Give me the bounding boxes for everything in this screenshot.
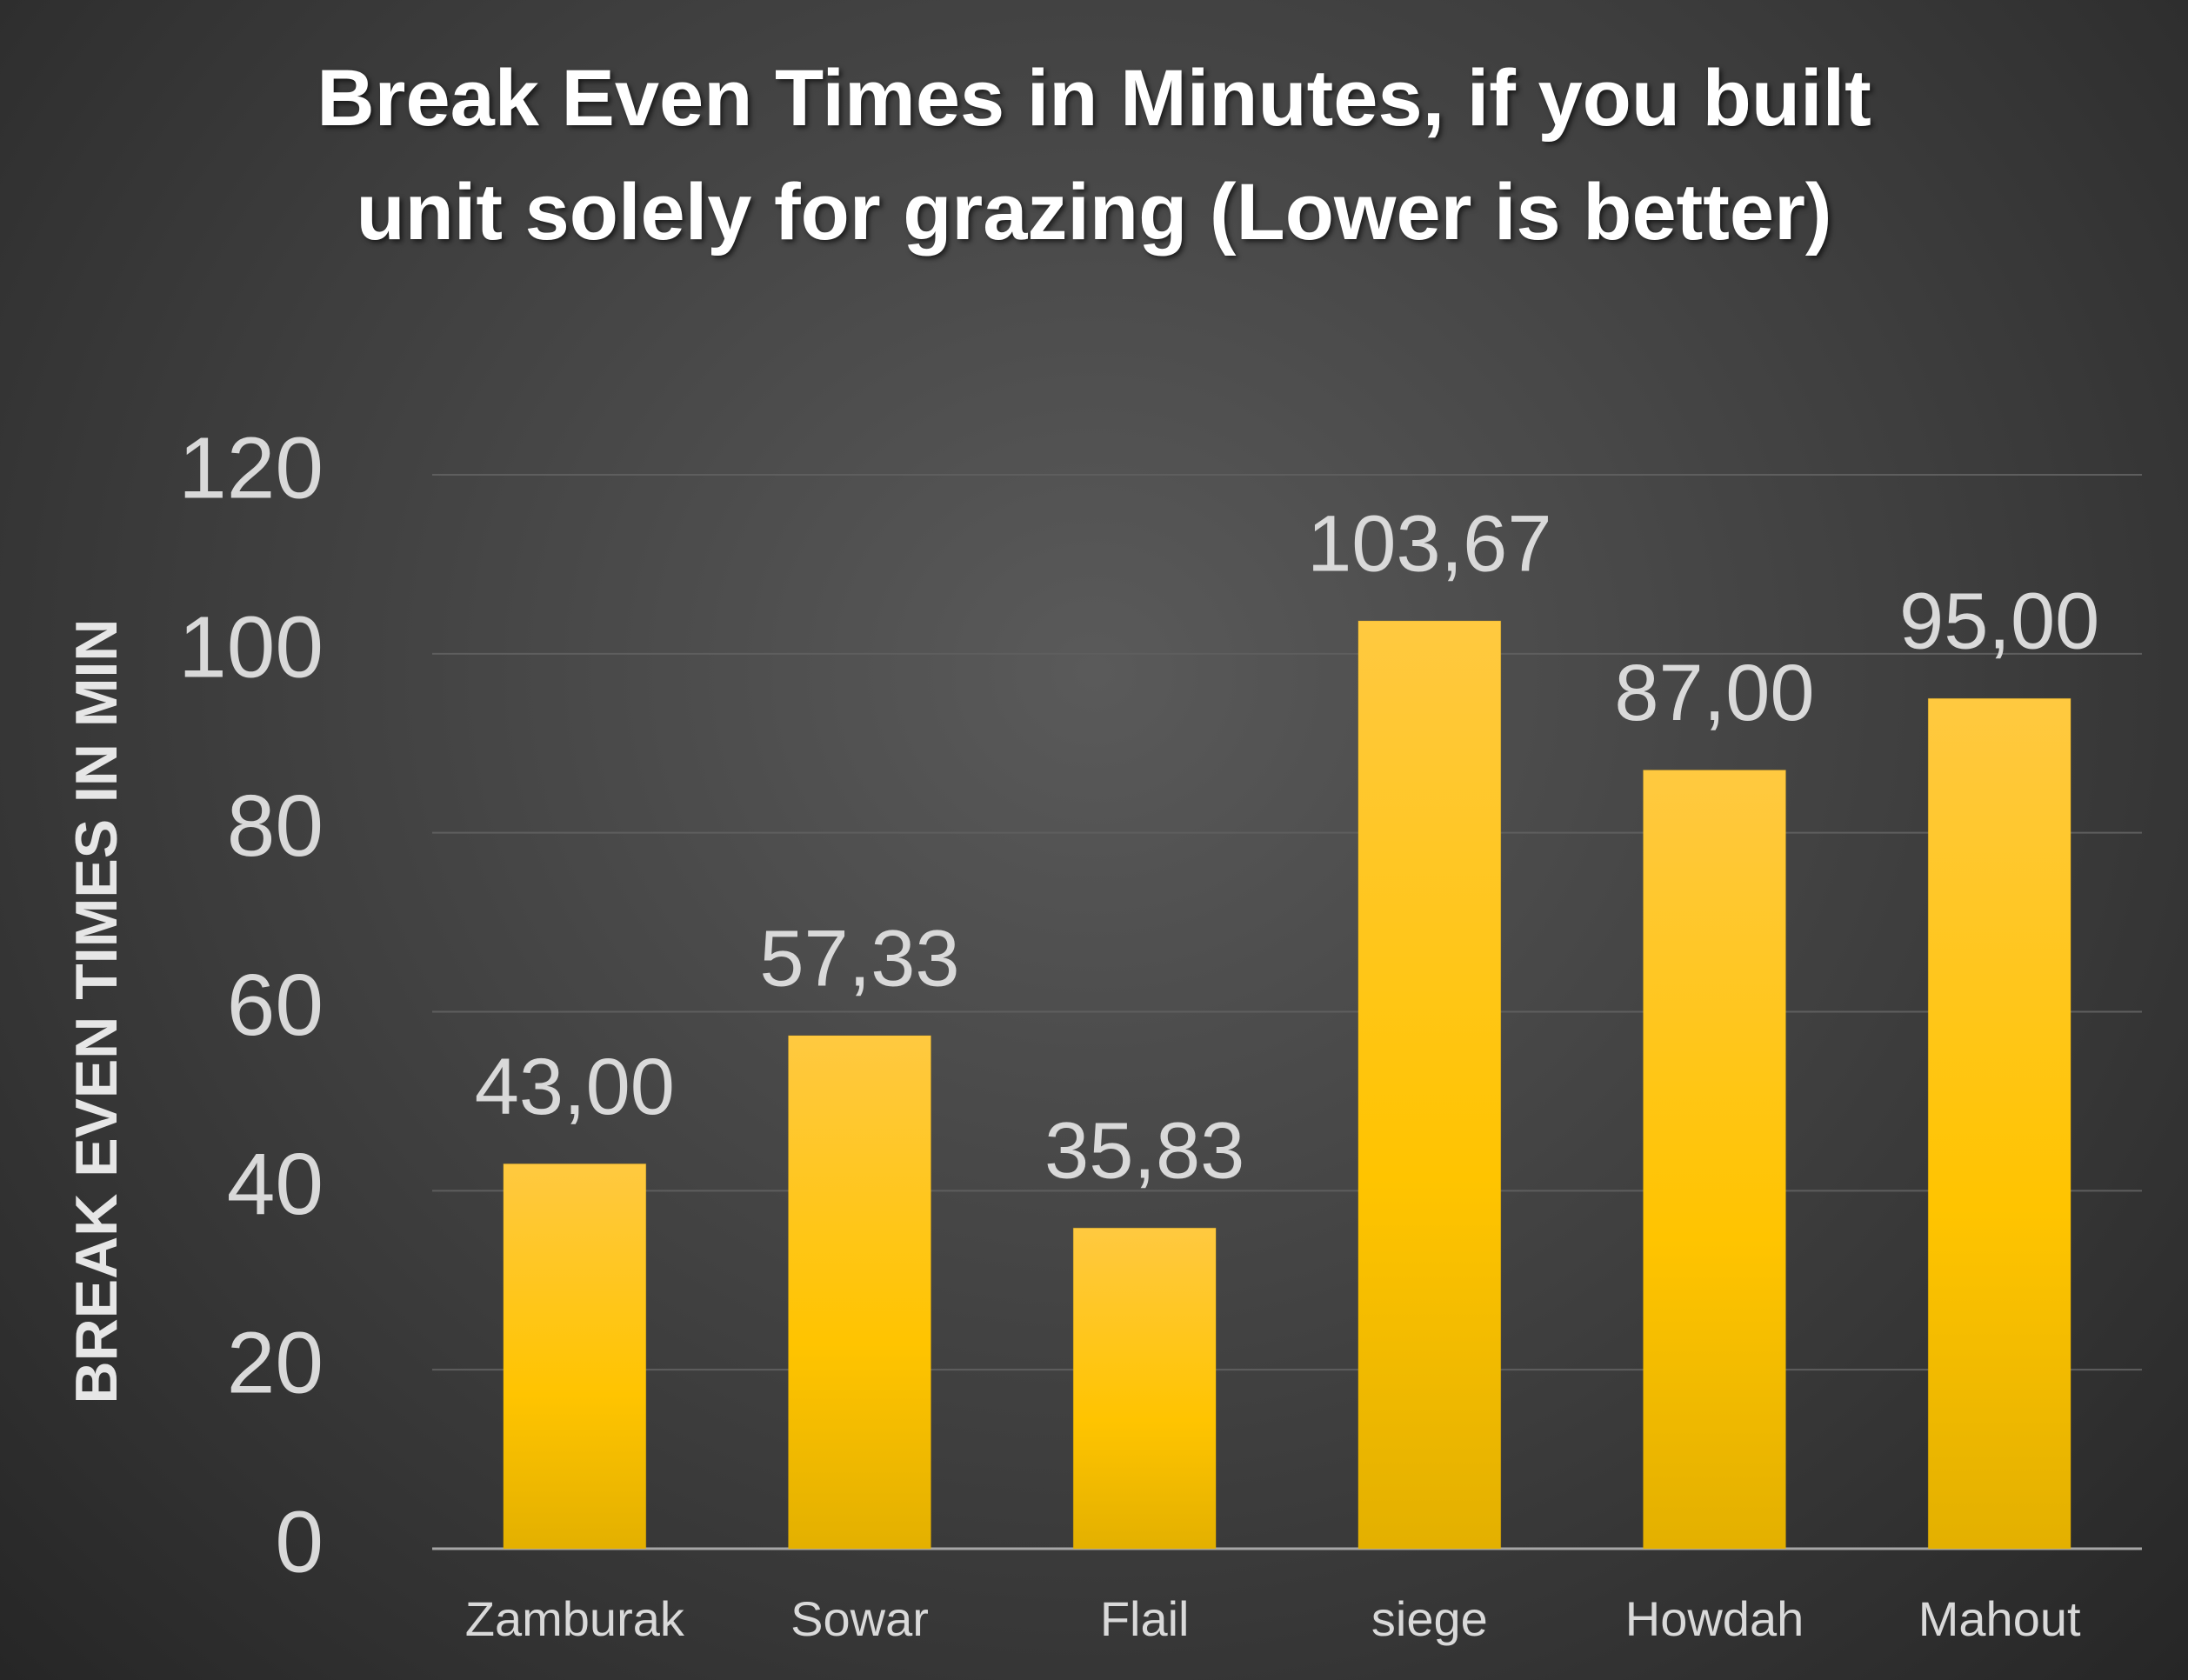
bar [1072, 1227, 1217, 1550]
bar [1643, 770, 1786, 1550]
chart-title: Break Even Times in Minutes, if you buil… [317, 54, 1871, 257]
y-tick-label: 120 [178, 419, 324, 517]
x-tick-label: Sowar [790, 1591, 929, 1646]
x-tick-label: Mahout [1918, 1591, 2081, 1646]
value-label: 57,33 [759, 914, 959, 1003]
y-tick-label: 20 [227, 1315, 324, 1412]
value-label: 103,67 [1307, 499, 1551, 588]
y-tick-label: 60 [227, 957, 324, 1054]
value-label: 87,00 [1614, 649, 1814, 737]
bar [503, 1163, 647, 1550]
bar [788, 1035, 931, 1550]
x-tick-label: Zamburak [465, 1591, 685, 1646]
x-tick-label: siege [1371, 1591, 1488, 1646]
y-axis-title: BREAK EVEN TIMES IN MIN [63, 619, 130, 1404]
y-tick-label: 40 [227, 1136, 324, 1233]
value-label: 43,00 [475, 1043, 675, 1131]
x-tick-label: Flail [1100, 1591, 1190, 1646]
value-label: 35,83 [1044, 1107, 1244, 1196]
bar [1357, 620, 1502, 1550]
x-tick-label: Howdah [1625, 1591, 1804, 1646]
value-label: 95,00 [1899, 577, 2099, 666]
y-tick-label: 100 [178, 598, 324, 696]
y-tick-label: 0 [275, 1493, 324, 1590]
y-tick-label: 80 [227, 777, 324, 875]
bar [1927, 697, 2071, 1550]
